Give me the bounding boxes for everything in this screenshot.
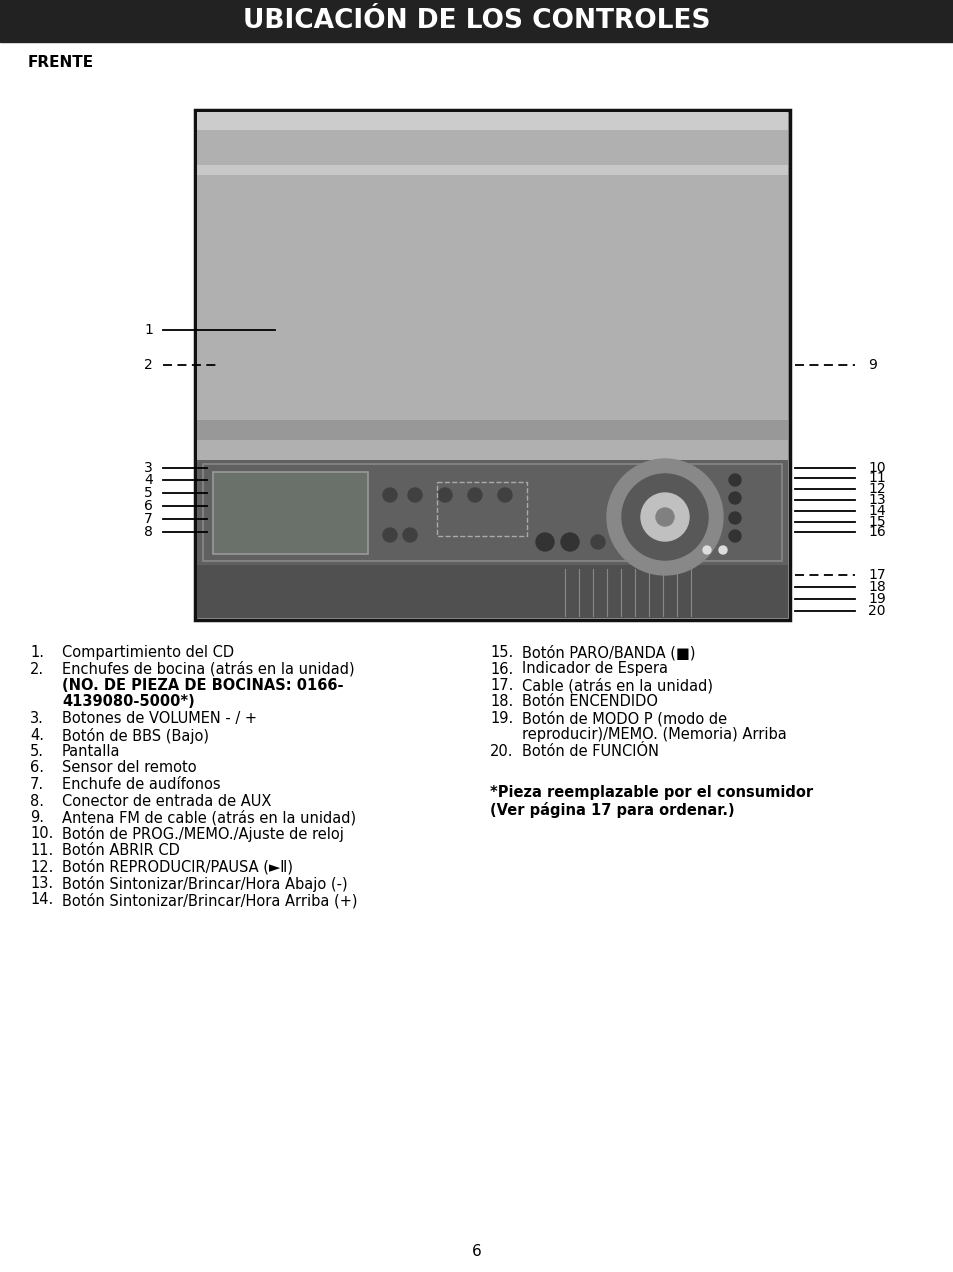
Text: Enchufe de audífonos: Enchufe de audífonos [62, 777, 220, 792]
Circle shape [590, 536, 604, 550]
Text: 6: 6 [472, 1244, 481, 1259]
Text: 13: 13 [867, 494, 884, 508]
Circle shape [536, 533, 554, 551]
Text: 8: 8 [144, 525, 152, 539]
Bar [196, 165, 787, 176]
Circle shape [382, 488, 396, 502]
Text: 6: 6 [144, 499, 152, 513]
Text: 1.: 1. [30, 645, 44, 660]
Bar [196, 565, 787, 618]
Text: Botón de MODO P (modo de: Botón de MODO P (modo de [521, 711, 726, 726]
Bar [213, 472, 368, 555]
Text: Antena FM de cable (atrás en la unidad): Antena FM de cable (atrás en la unidad) [62, 810, 355, 826]
Circle shape [606, 459, 722, 575]
Text: 8.: 8. [30, 794, 44, 809]
Bar [436, 482, 526, 536]
Text: 5: 5 [144, 486, 152, 500]
Text: 16.: 16. [490, 661, 513, 677]
Text: 19.: 19. [490, 711, 513, 726]
Circle shape [728, 530, 740, 542]
Text: 11.: 11. [30, 843, 53, 859]
Text: 18.: 18. [490, 695, 513, 710]
Text: 11: 11 [867, 471, 884, 485]
Circle shape [728, 474, 740, 486]
Text: Botón de FUNCIÓN: Botón de FUNCIÓN [521, 744, 659, 759]
Text: Botón Sintonizar/Brincar/Hora Abajo (-): Botón Sintonizar/Brincar/Hora Abajo (-) [62, 876, 347, 892]
Circle shape [728, 513, 740, 524]
Text: 18: 18 [867, 580, 884, 594]
Text: 3.: 3. [30, 711, 44, 726]
Text: 6.: 6. [30, 761, 44, 776]
Text: *Pieza reemplazable por el consumidor: *Pieza reemplazable por el consumidor [490, 785, 812, 800]
Bar [196, 420, 787, 440]
Text: 3: 3 [144, 460, 152, 474]
Text: Botón ABRIR CD: Botón ABRIR CD [62, 843, 180, 859]
Text: 5.: 5. [30, 744, 44, 759]
Text: Conector de entrada de AUX: Conector de entrada de AUX [62, 794, 271, 809]
Text: 20.: 20. [490, 744, 513, 759]
Text: 15: 15 [867, 515, 884, 529]
Text: 12: 12 [867, 482, 884, 496]
Text: Botón PARO/BANDA (■): Botón PARO/BANDA (■) [521, 645, 695, 660]
Text: 16: 16 [867, 525, 884, 539]
Bar [196, 112, 787, 460]
Text: 17: 17 [867, 569, 884, 583]
Bar [196, 112, 787, 130]
Bar [203, 464, 781, 561]
Text: 2: 2 [144, 357, 152, 371]
Circle shape [560, 533, 578, 551]
Text: (Ver página 17 para ordenar.): (Ver página 17 para ordenar.) [490, 801, 734, 818]
Text: Botón ENCENDIDO: Botón ENCENDIDO [521, 695, 658, 710]
Text: 7: 7 [144, 513, 152, 527]
Text: 7.: 7. [30, 777, 44, 792]
Text: Pantalla: Pantalla [62, 744, 120, 759]
Text: Botón Sintonizar/Brincar/Hora Arriba (+): Botón Sintonizar/Brincar/Hora Arriba (+) [62, 893, 357, 908]
Text: 10: 10 [867, 460, 884, 474]
Text: 14: 14 [867, 504, 884, 518]
Text: Enchufes de bocina (atrás en la unidad): Enchufes de bocina (atrás en la unidad) [62, 661, 355, 677]
Text: Botones de VOLUMEN - / +: Botones de VOLUMEN - / + [62, 711, 256, 726]
Circle shape [497, 488, 512, 502]
Circle shape [468, 488, 481, 502]
Circle shape [656, 508, 673, 527]
Circle shape [728, 492, 740, 504]
Circle shape [437, 488, 452, 502]
Text: 20: 20 [867, 604, 884, 618]
Text: 15.: 15. [490, 645, 513, 660]
Text: 12.: 12. [30, 860, 53, 875]
Circle shape [702, 546, 710, 555]
Text: reproducir)/MEMO. (Memoria) Arriba: reproducir)/MEMO. (Memoria) Arriba [521, 728, 786, 743]
Circle shape [640, 494, 688, 541]
Text: Cable (atrás en la unidad): Cable (atrás en la unidad) [521, 678, 712, 693]
Text: 2.: 2. [30, 661, 44, 677]
Circle shape [408, 488, 421, 502]
Text: Botón de BBS (Bajo): Botón de BBS (Bajo) [62, 728, 209, 744]
Text: Sensor del remoto: Sensor del remoto [62, 761, 196, 776]
Text: 9: 9 [867, 357, 876, 371]
Text: Indicador de Espera: Indicador de Espera [521, 661, 667, 677]
Text: 9.: 9. [30, 810, 44, 826]
Circle shape [402, 528, 416, 542]
Text: 13.: 13. [30, 876, 53, 890]
Bar [196, 460, 787, 565]
Text: Botón de PROG./MEMO./Ajuste de reloj: Botón de PROG./MEMO./Ajuste de reloj [62, 827, 343, 842]
Bar [194, 109, 789, 619]
Circle shape [621, 474, 707, 560]
Text: 4: 4 [144, 473, 152, 487]
Text: 4139080-5000*): 4139080-5000*) [62, 695, 194, 710]
Text: 4.: 4. [30, 728, 44, 743]
Circle shape [382, 528, 396, 542]
Text: UBICACIÓN DE LOS CONTROLES: UBICACIÓN DE LOS CONTROLES [243, 8, 710, 34]
Text: Compartimiento del CD: Compartimiento del CD [62, 645, 233, 660]
Text: FRENTE: FRENTE [28, 55, 94, 70]
Bar [0, 0, 953, 42]
Text: 17.: 17. [490, 678, 513, 693]
Text: 1: 1 [144, 323, 152, 337]
Text: 19: 19 [867, 591, 884, 605]
Text: 14.: 14. [30, 893, 53, 907]
Text: 10.: 10. [30, 827, 53, 842]
Text: Botón REPRODUCIR/PAUSA (►Ⅱ): Botón REPRODUCIR/PAUSA (►Ⅱ) [62, 860, 293, 875]
Circle shape [719, 546, 726, 555]
Text: (NO. DE PIEZA DE BOCINAS: 0166-: (NO. DE PIEZA DE BOCINAS: 0166- [62, 678, 343, 693]
